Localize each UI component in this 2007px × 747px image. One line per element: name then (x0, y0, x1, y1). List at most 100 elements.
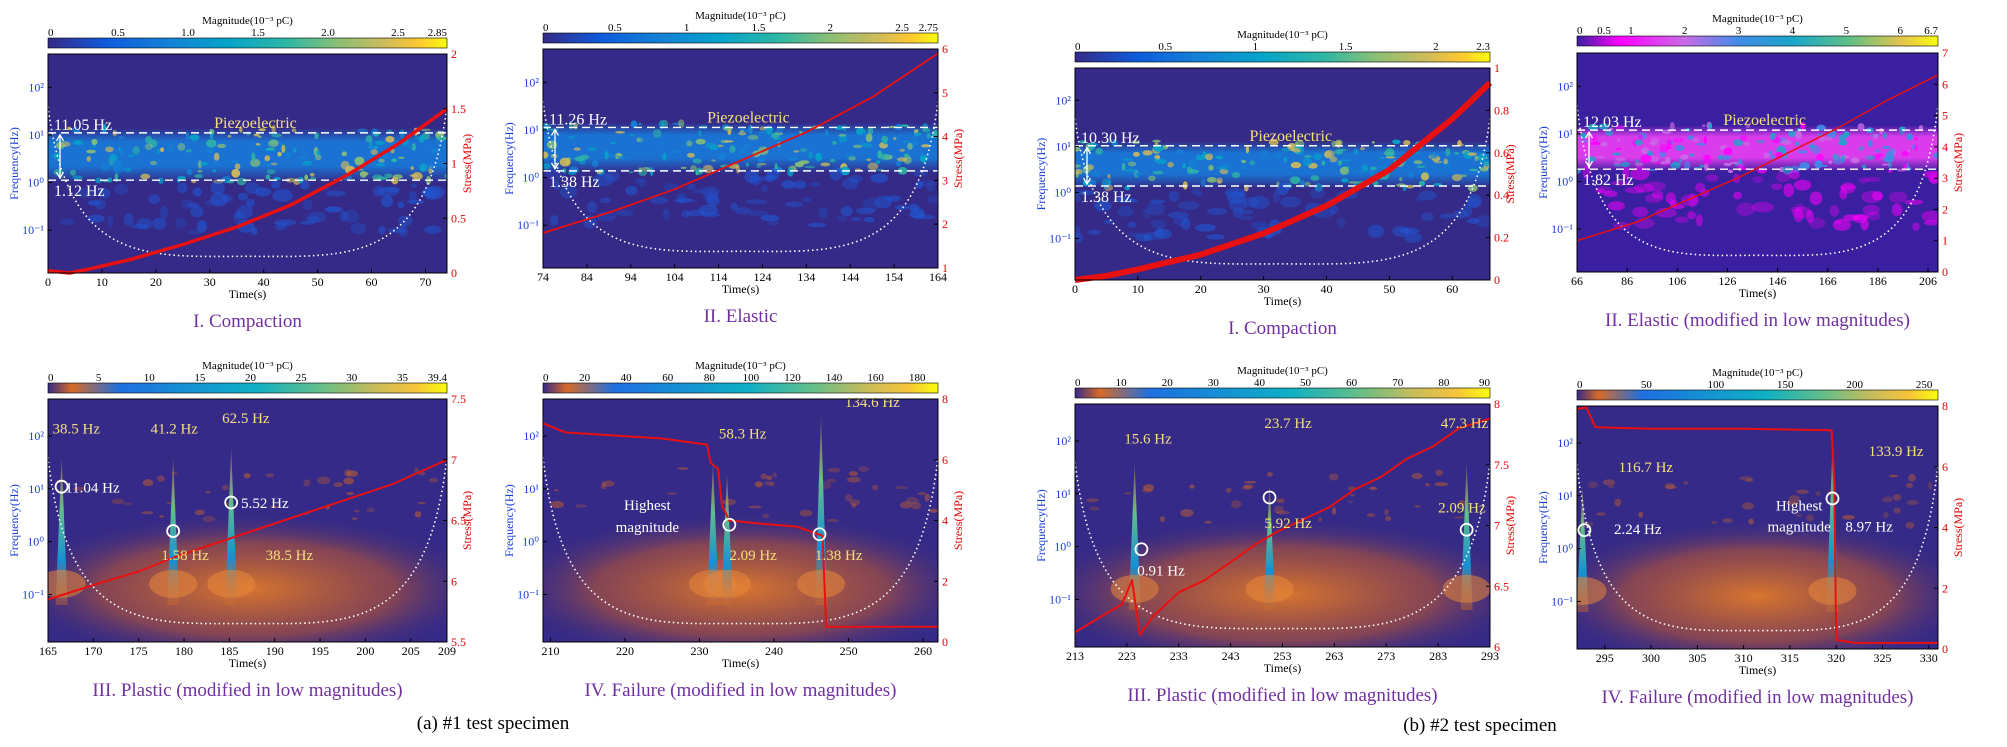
panel-3: Magnitude(10⁻³ pC) 0 0.5 1 1.5 2 2.3 10.30 Hz 1.… (1034, 29, 1517, 339)
colorbar (542, 382, 939, 394)
y2-tick-label: 4 (1942, 140, 1948, 154)
energy-spike (55, 457, 68, 606)
x-tick-label: 126 (1718, 274, 1736, 288)
y-tick-label: 10⁰ (522, 535, 539, 549)
x-tick-label: 144 (841, 270, 859, 284)
colorbar-tick: 70 (1392, 377, 1404, 389)
x-tick-label: 146 (1769, 274, 1787, 288)
colorbar-tick: 30 (1208, 377, 1220, 389)
colorbar-tick: 1 (1253, 41, 1259, 53)
piezo-band-fill (1075, 141, 1490, 189)
stress-curve (542, 422, 938, 628)
peak-annotation: 1.58 Hz (161, 548, 209, 564)
stress-curve (542, 52, 939, 234)
y-tick-label: 10⁻¹ (22, 223, 44, 237)
x-axis-label: Time(s) (722, 282, 760, 296)
y2-tick-label: 0.6 (1494, 146, 1509, 160)
y2-tick-label: 0 (451, 266, 457, 280)
x-tick-label: 320 (1827, 651, 1845, 665)
y-tick-label: 10⁻¹ (22, 587, 44, 601)
group-caption-a: (a) #1 test specimen (417, 713, 570, 734)
colorbar-tick: 2.5 (895, 22, 909, 34)
colorbar-tick: 2.0 (321, 27, 335, 39)
x-tick-label: 165 (39, 644, 57, 658)
colorbar-tick: 40 (621, 372, 633, 384)
peak-annotation: 8.97 Hz (1845, 520, 1893, 536)
colorbar-tick: 150 (1777, 379, 1794, 391)
panel-caption: II. Elastic (modified in low magnitudes) (1605, 310, 1910, 331)
colorbar-tick: 2 (1433, 41, 1439, 53)
peak-marker (1577, 523, 1592, 538)
peak-marker (1459, 522, 1474, 537)
y-tick-label: 10⁰ (1556, 175, 1573, 189)
y-tick-label: 10¹ (28, 482, 44, 496)
y-tick-label: 10¹ (523, 123, 539, 137)
cone-of-influence (47, 106, 448, 258)
y-tick-label: 10⁰ (1054, 540, 1071, 554)
x-tick-label: 213 (1066, 649, 1084, 663)
colorbar-tick: 1.0 (181, 27, 195, 39)
x-tick-label: 310 (1735, 651, 1753, 665)
y2-tick-label: 6 (942, 42, 948, 56)
x-tick-label: 330 (1920, 651, 1938, 665)
x-tick-label: 243 (1222, 649, 1240, 663)
band-upper-label: 12.03 Hz (1583, 114, 1642, 131)
peak-marker (54, 479, 69, 494)
peak-annotation: 134.6 Hz (845, 395, 900, 411)
x-tick-label: 190 (266, 644, 284, 658)
y-axis-label: Frequency(Hz) (7, 127, 21, 200)
y2-tick-label: 0 (1942, 642, 1948, 656)
y2-tick-label: 3 (942, 173, 948, 187)
energy-spike (167, 457, 180, 606)
y2-tick-label: 6.5 (451, 514, 466, 528)
cone-of-influence (1074, 118, 1491, 265)
y2-axis-label: Stress(MPa) (460, 134, 474, 193)
peak-annotation: Highest (624, 498, 671, 514)
colorbar-tick: 25 (296, 372, 308, 384)
colorbar-tick: 3 (1736, 25, 1742, 37)
x-axis-label: Time(s) (1264, 294, 1302, 308)
x-tick-label: 263 (1325, 649, 1343, 663)
panel-caption: I. Compaction (1228, 318, 1337, 339)
band-title: Piezoelectric (1723, 112, 1806, 129)
x-tick-label: 40 (258, 275, 270, 289)
x-tick-label: 124 (753, 270, 771, 284)
peak-annotation: 11.04 Hz (65, 481, 120, 497)
y2-axis-label: Stress(MPa) (1951, 133, 1965, 192)
colorbar-tick: 0 (1577, 379, 1583, 391)
y2-tick-label: 8 (1494, 397, 1500, 411)
y-tick-label: 10⁻¹ (517, 587, 539, 601)
y-tick-label: 10⁰ (522, 171, 539, 185)
colorbar-tick: 1 (684, 22, 690, 34)
y-tick-label: 10⁻¹ (517, 218, 539, 232)
y-tick-label: 10⁻¹ (1049, 232, 1071, 246)
colorbar-tick: 40 (1254, 377, 1266, 389)
panel-caption: IV. Failure (modified in low magnitudes) (1601, 687, 1913, 708)
x-tick-label: 205 (402, 644, 420, 658)
colorbar-tick: 2.3 (1476, 41, 1490, 53)
band-upper-label: 10.30 Hz (1081, 130, 1140, 147)
y2-tick-label: 7.5 (1494, 458, 1509, 472)
band-lower-label: 1.82 Hz (1583, 172, 1634, 189)
y-axis-label: Frequency(Hz) (1034, 489, 1048, 562)
y2-tick-label: 1 (942, 261, 948, 275)
colorbar-tick: 120 (784, 372, 801, 384)
peak-annotation: 23.7 Hz (1264, 416, 1312, 432)
panel-2: Magnitude(10⁻³ pC) 0 0.5 1 1.5 2 2.5 2.75 11.26 … (502, 10, 965, 327)
y2-tick-label: 2 (1942, 202, 1948, 216)
y2-tick-label: 3 (1942, 171, 1948, 185)
x-tick-label: 74 (537, 270, 549, 284)
y2-tick-label: 0.2 (1494, 231, 1509, 245)
x-tick-label: 293 (1481, 649, 1499, 663)
colorbar-tick: 5 (96, 372, 102, 384)
y-axis-label: Frequency(Hz) (1536, 491, 1550, 564)
y-tick-label: 10² (523, 75, 539, 89)
band-lower-label: 1.12 Hz (54, 183, 105, 200)
x-tick-label: 170 (84, 644, 102, 658)
y-axis-label: Frequency(Hz) (7, 484, 21, 557)
panel-4: Magnitude(10⁻³ pC) 0 0.5 1 2 3 4 5 6 6.7 12.03 Hz 1… (1536, 13, 1965, 331)
y-tick-label: 10¹ (1055, 139, 1071, 153)
peak-annotation: 38.5 Hz (266, 548, 314, 564)
peak-marker (1134, 542, 1149, 557)
peak-marker (722, 517, 737, 532)
